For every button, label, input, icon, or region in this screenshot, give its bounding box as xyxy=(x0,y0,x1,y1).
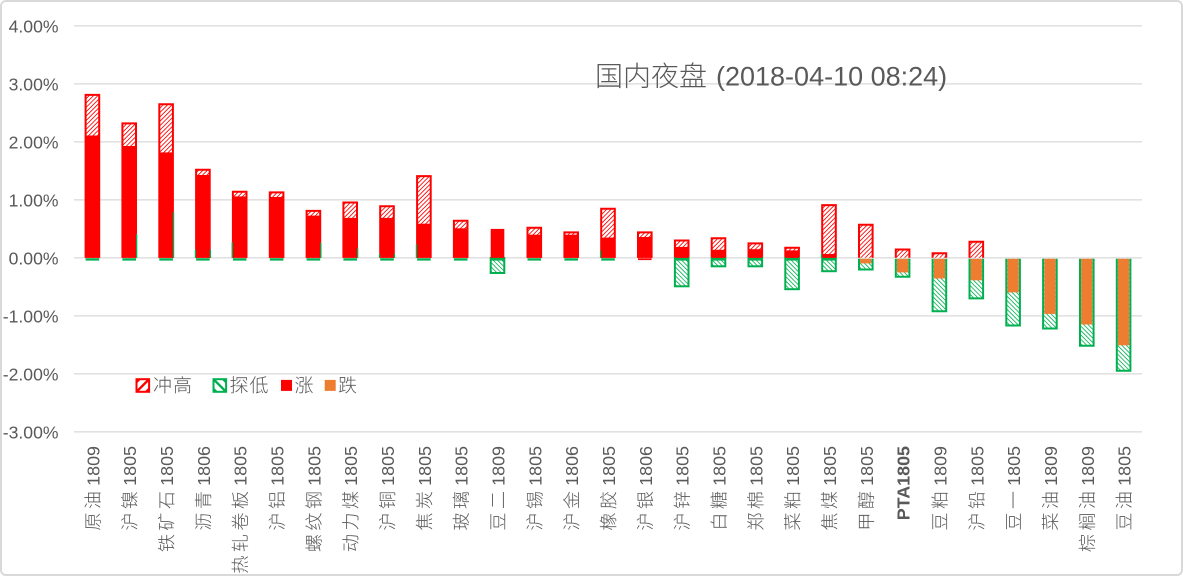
svg-text:1805: 1805 xyxy=(967,446,987,486)
svg-text:1805: 1805 xyxy=(1004,446,1024,486)
svg-text:1809: 1809 xyxy=(489,446,509,486)
svg-text:1805: 1805 xyxy=(120,446,140,486)
svg-text:1806: 1806 xyxy=(636,446,656,486)
svg-text:1805: 1805 xyxy=(783,446,803,486)
svg-text:1805: 1805 xyxy=(525,446,545,486)
svg-text:1805: 1805 xyxy=(746,446,766,486)
svg-text:(2018-04-10 08:24): (2018-04-10 08:24) xyxy=(716,62,947,92)
svg-text:0.00%: 0.00% xyxy=(9,248,59,268)
svg-text:PTA1805: PTA1805 xyxy=(894,446,914,520)
svg-text:1805: 1805 xyxy=(231,446,251,486)
svg-text:1805: 1805 xyxy=(378,446,398,486)
svg-text:1805: 1805 xyxy=(673,446,693,486)
svg-text:2.00%: 2.00% xyxy=(9,132,59,152)
svg-text:1805: 1805 xyxy=(157,446,177,486)
svg-text:1809: 1809 xyxy=(1078,446,1098,486)
svg-text:1805: 1805 xyxy=(304,446,324,486)
svg-text:1809: 1809 xyxy=(83,446,103,486)
svg-text:1805: 1805 xyxy=(710,446,730,486)
svg-text:4.00%: 4.00% xyxy=(9,16,59,36)
svg-text:1806: 1806 xyxy=(194,446,214,486)
svg-text:1.00%: 1.00% xyxy=(9,190,59,210)
svg-text:-2.00%: -2.00% xyxy=(3,364,59,384)
svg-text:1806: 1806 xyxy=(562,446,582,486)
svg-text:-3.00%: -3.00% xyxy=(3,422,59,442)
svg-text:1809: 1809 xyxy=(930,446,950,486)
svg-text:3.00%: 3.00% xyxy=(9,74,59,94)
svg-text:1805: 1805 xyxy=(599,446,619,486)
svg-text:1805: 1805 xyxy=(1115,446,1135,486)
svg-text:1805: 1805 xyxy=(341,446,361,486)
svg-text:1805: 1805 xyxy=(820,446,840,486)
svg-text:1805: 1805 xyxy=(268,446,288,486)
svg-text:1809: 1809 xyxy=(1041,446,1061,486)
svg-text:1805: 1805 xyxy=(857,446,877,486)
svg-text:1805: 1805 xyxy=(415,446,435,486)
svg-text:1805: 1805 xyxy=(452,446,472,486)
svg-text:-1.00%: -1.00% xyxy=(3,306,59,326)
